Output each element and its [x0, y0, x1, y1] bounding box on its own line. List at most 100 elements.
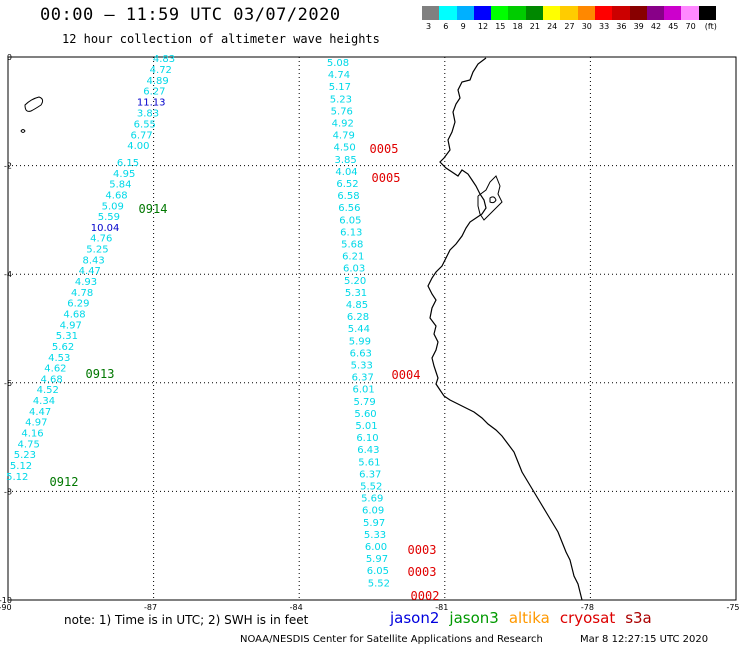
axis-ticks: -90 -87 -84 -81 -78 -75 0 -2 -4 -6 -8 -10: [0, 53, 740, 612]
wave-value: 6.09: [362, 506, 384, 517]
wave-value: 5.52: [360, 482, 382, 493]
satellite-s3a: s3a: [625, 609, 652, 627]
wave-value: 5.44: [348, 324, 370, 335]
map-frame: [7, 56, 737, 601]
map-grid: [8, 57, 736, 600]
legend-label: 39: [633, 22, 644, 31]
wave-value: 4.97: [25, 418, 47, 429]
wave-value: 6.43: [357, 445, 379, 456]
footer-credit: NOAA/NESDIS Center for Satellite Applica…: [240, 634, 543, 645]
island: [20, 129, 26, 133]
x-tick-label: -75: [726, 603, 739, 612]
color-legend-labels: 3 6 9 12 15 18 21 24 27 30 33 36 39 42 45 70 (ft): [422, 22, 740, 34]
wave-value: 6.37: [352, 373, 374, 384]
legend-label: 9: [460, 22, 466, 31]
legend-label: 27: [564, 22, 575, 31]
legend-swatch: [491, 6, 509, 20]
time-labels: 0914 0913 0912 0005 0005 0004 0003 0003 0002: [50, 142, 440, 603]
wave-value: 4.62: [44, 364, 66, 375]
wave-value: 4.83: [153, 54, 175, 65]
wave-value: 4.79: [333, 131, 355, 142]
wave-value: 6.10: [356, 433, 378, 444]
color-legend: [422, 6, 717, 20]
legend-label: 6: [443, 22, 449, 31]
wave-value: 5.61: [358, 457, 380, 468]
wave-value: 5.52: [368, 578, 390, 589]
time-label: 0003: [408, 543, 437, 557]
x-tick-label: -90: [0, 603, 12, 612]
wave-value: 5.84: [109, 180, 131, 191]
wave-value: 6.29: [67, 299, 89, 310]
satellite-cryosat: cryosat: [559, 609, 616, 627]
time-label: 0002: [411, 589, 440, 603]
wave-value: 3.83: [137, 109, 159, 120]
time-label: 0914: [139, 202, 168, 216]
wave-value: 6.05: [339, 215, 361, 226]
wave-value: 5.23: [330, 94, 352, 105]
legend-swatch: [629, 6, 647, 20]
legend-swatch: [664, 6, 682, 20]
wave-value: 5.31: [56, 331, 78, 342]
y-tick-label: -8: [4, 487, 12, 496]
time-label: 0005: [372, 171, 401, 185]
footer: NOAA/NESDIS Center for Satellite Applica…: [240, 634, 708, 645]
wave-value: 4.16: [21, 429, 43, 440]
time-label: 0005: [370, 142, 399, 156]
legend-label: 42: [650, 22, 662, 31]
wave-value: 6.37: [359, 469, 381, 480]
wave-value: 6.15: [117, 158, 139, 169]
wave-value: 4.68: [63, 309, 85, 320]
wave-value: 5.01: [355, 421, 377, 432]
y-tick-label: -4: [4, 270, 12, 279]
legend-swatch: [543, 6, 561, 20]
wave-value: 4.34: [33, 396, 55, 407]
wave-value: 4.75: [18, 439, 40, 450]
wave-value: 4.92: [332, 119, 354, 130]
y-tick-label: -6: [4, 379, 12, 388]
wave-value: 11.13: [137, 98, 166, 109]
legend-label: (ft): [704, 22, 717, 31]
wave-value: 6.00: [365, 542, 387, 553]
wave-value: 6.52: [336, 179, 358, 190]
wave-value: 6.01: [353, 385, 375, 396]
wave-value: 4.74: [328, 70, 350, 81]
legend-swatch: [508, 6, 526, 20]
page-title: 00:00 – 11:59 UTC 03/07/2020: [40, 5, 341, 25]
wave-value: 6.05: [367, 566, 389, 577]
wave-value: 4.93: [75, 277, 97, 288]
note-text: note: 1) Time is in UTC; 2) SWH is in fe…: [64, 613, 309, 627]
legend-swatch: [612, 6, 630, 20]
wave-value: 5.08: [327, 58, 349, 69]
wave-value: 4.68: [105, 190, 127, 201]
satellite-jason3: jason3: [449, 609, 499, 627]
time-label: 0912: [50, 475, 79, 489]
satellite-altika: altika: [508, 609, 550, 627]
x-tick-label: -87: [144, 603, 157, 612]
wave-value: 5.68: [341, 240, 363, 251]
wave-value: 5.79: [353, 397, 375, 408]
wave-value: 5.12: [10, 461, 32, 472]
wave-value: 4.53: [48, 353, 70, 364]
y-tick-label: -2: [4, 162, 12, 171]
wave-value: 5.25: [86, 245, 108, 256]
wave-value: 5.69: [361, 494, 383, 505]
x-tick-label: -78: [581, 603, 594, 612]
wave-value: 6.21: [342, 252, 364, 263]
map-border: [7, 56, 737, 601]
x-tick-label: -84: [290, 603, 303, 612]
legend-label: 21: [529, 22, 540, 31]
wave-value: 5.33: [364, 530, 386, 541]
wave-value: 4.72: [150, 65, 172, 76]
wave-value: 4.50: [334, 143, 356, 154]
wave-value: 5.99: [349, 336, 371, 347]
wave-value: 4.76: [90, 234, 112, 245]
wave-value: 4.00: [127, 141, 149, 152]
legend-label: 70: [685, 22, 696, 31]
legend-swatch: [473, 6, 492, 20]
legend-label: 33: [599, 22, 610, 31]
footer-timestamp: Mar 8 12:27:15 UTC 2020: [580, 634, 709, 645]
wave-value: 4.89: [146, 76, 168, 87]
time-label: 0003: [408, 565, 437, 579]
satellite-legend: jason2 jason3 altika cryosat s3a: [390, 609, 662, 627]
